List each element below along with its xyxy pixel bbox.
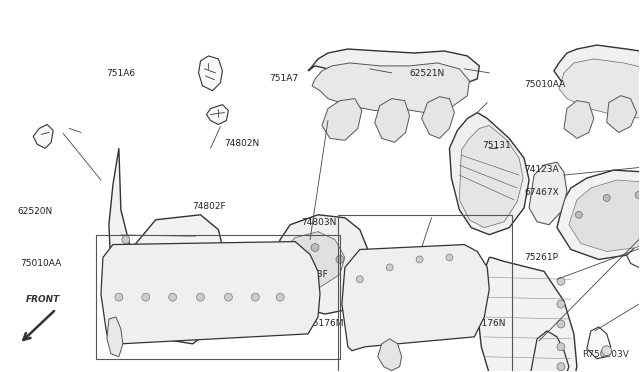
Circle shape	[276, 293, 284, 301]
Polygon shape	[531, 331, 569, 372]
Polygon shape	[529, 162, 567, 225]
Circle shape	[196, 293, 205, 301]
Polygon shape	[564, 101, 594, 138]
Circle shape	[169, 293, 177, 301]
Polygon shape	[587, 327, 611, 359]
Polygon shape	[449, 113, 529, 235]
Circle shape	[416, 256, 423, 263]
Polygon shape	[460, 125, 523, 228]
Text: R750003V: R750003V	[582, 350, 628, 359]
Circle shape	[635, 192, 640, 198]
Text: 62521N: 62521N	[409, 69, 444, 78]
Circle shape	[446, 254, 453, 261]
Text: 67466X: 67466X	[113, 309, 148, 318]
Polygon shape	[280, 232, 345, 287]
Circle shape	[557, 320, 565, 328]
Circle shape	[142, 293, 150, 301]
Text: 75010AA: 75010AA	[20, 259, 61, 268]
Polygon shape	[557, 170, 640, 259]
Text: 74802F: 74802F	[193, 202, 226, 211]
Circle shape	[291, 250, 299, 259]
Circle shape	[557, 277, 565, 285]
Text: 74803F: 74803F	[294, 270, 328, 279]
Text: 75176N: 75176N	[470, 319, 505, 328]
Text: 75131: 75131	[483, 141, 511, 150]
Circle shape	[122, 307, 130, 315]
Circle shape	[557, 363, 565, 371]
Polygon shape	[378, 339, 402, 371]
Polygon shape	[477, 257, 577, 372]
Text: 75261P: 75261P	[524, 253, 558, 263]
Polygon shape	[554, 45, 640, 103]
Bar	[96, 235, 340, 359]
Circle shape	[602, 346, 612, 356]
Circle shape	[252, 293, 259, 301]
Polygon shape	[198, 56, 223, 91]
Polygon shape	[607, 96, 637, 132]
Text: 75130: 75130	[129, 248, 157, 257]
Circle shape	[336, 256, 344, 263]
Polygon shape	[375, 99, 410, 142]
Circle shape	[115, 293, 123, 301]
Circle shape	[356, 276, 364, 283]
Text: 74123A: 74123A	[115, 284, 149, 293]
Text: 75260P: 75260P	[231, 319, 265, 328]
Polygon shape	[101, 241, 320, 344]
Text: 751A6: 751A6	[106, 69, 136, 78]
Text: 74123A: 74123A	[524, 165, 559, 174]
Circle shape	[386, 264, 393, 271]
Polygon shape	[33, 125, 53, 148]
Text: 67467X: 67467X	[524, 188, 559, 197]
Circle shape	[557, 343, 565, 351]
Polygon shape	[107, 317, 123, 357]
Text: FRONT: FRONT	[26, 295, 60, 304]
Circle shape	[122, 256, 130, 263]
Polygon shape	[569, 180, 640, 251]
Circle shape	[122, 291, 130, 299]
Text: 75176M: 75176M	[307, 319, 344, 328]
Polygon shape	[207, 105, 228, 125]
Polygon shape	[342, 244, 489, 351]
Circle shape	[604, 195, 610, 201]
Polygon shape	[627, 244, 640, 267]
Text: 74803N: 74803N	[301, 218, 336, 227]
Polygon shape	[265, 215, 372, 314]
Circle shape	[122, 321, 130, 329]
Polygon shape	[312, 63, 469, 113]
Polygon shape	[109, 148, 225, 344]
Text: 74802N: 74802N	[225, 139, 260, 148]
Polygon shape	[322, 99, 362, 140]
Text: 751A7: 751A7	[269, 74, 298, 83]
Circle shape	[557, 300, 565, 308]
Circle shape	[575, 211, 582, 218]
Circle shape	[122, 235, 130, 244]
Text: 75010AA: 75010AA	[524, 80, 565, 89]
Circle shape	[122, 273, 130, 281]
Circle shape	[311, 244, 319, 251]
Circle shape	[225, 293, 232, 301]
Polygon shape	[559, 59, 640, 119]
Polygon shape	[308, 49, 479, 86]
Bar	[338, 215, 512, 372]
Polygon shape	[422, 97, 454, 138]
Text: 62520N: 62520N	[17, 207, 52, 217]
